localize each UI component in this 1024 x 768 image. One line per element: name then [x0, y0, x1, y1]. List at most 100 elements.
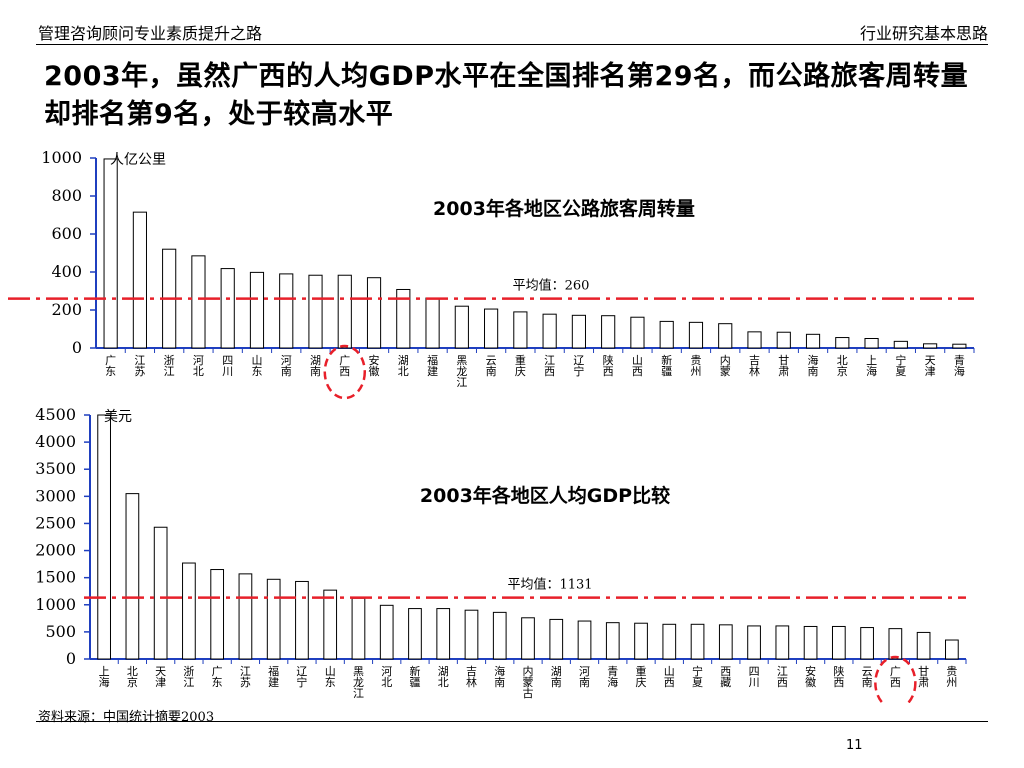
slide-title: 2003年，虽然广西的人均GDP水平在全国排名第29名，而公路旅客周转量却排名第…: [44, 61, 969, 130]
bar-青海: [952, 343, 967, 349]
x-tick-label: 河南: [579, 665, 590, 689]
x-tick-label: 青海: [607, 665, 618, 689]
x-tick-label: 山西: [664, 665, 675, 689]
x-tick-label: 黑龙江: [353, 665, 364, 700]
bar-宁夏: [690, 623, 705, 660]
x-tick-label: 吉林: [466, 665, 477, 689]
x-tick-label: 湖南: [310, 354, 321, 378]
x-tick-label: 黑龙江: [456, 354, 467, 389]
y-tick-label: 500: [45, 622, 76, 641]
y-tick-label: 400: [51, 262, 82, 281]
bar-河南: [279, 273, 294, 349]
bar-贵州: [945, 639, 959, 660]
x-tick-label: 山西: [632, 354, 643, 378]
bar-湖南: [308, 274, 323, 349]
bar-青海: [605, 622, 620, 660]
x-tick-label: 福建: [427, 353, 438, 378]
bar-甘肃: [916, 631, 931, 660]
bar-黑龙江: [454, 305, 469, 349]
y-tick-label: 4000: [35, 432, 76, 451]
bar-安徽: [803, 625, 818, 660]
x-tick-label: 四川: [749, 665, 760, 689]
y-tick-label: 1500: [35, 568, 76, 587]
bar-广西: [337, 274, 352, 349]
x-tick-label: 福建: [268, 664, 279, 689]
x-tick-label: 广东: [212, 665, 223, 689]
bar-海南: [805, 333, 821, 349]
x-tick-label: 浙江: [164, 354, 175, 378]
y-tick-label: 1000: [41, 148, 82, 167]
header-divider: [36, 44, 988, 45]
bar-黑龙江: [351, 597, 366, 660]
bar-山西: [630, 316, 645, 349]
bar-江西: [542, 313, 557, 349]
bar-江苏: [132, 211, 147, 349]
highway-passenger-turnover-chart: 0 200 400 600 800 1000 广东江苏浙江河北四川山东河南湖南广西安徽湖北福…: [8, 148, 975, 400]
unit-label: 美元: [104, 409, 132, 425]
y-tick-label: 1000: [35, 595, 76, 614]
y-tick-label: 2000: [35, 541, 76, 560]
x-tick-label: 上海: [866, 354, 877, 378]
page-number: 11: [846, 738, 863, 753]
x-tick-label: 甘肃: [918, 665, 929, 689]
x-tick-label: 吉林: [749, 354, 760, 378]
x-tick-label: 北京: [837, 354, 848, 378]
x-tick-label: 山东: [325, 665, 336, 689]
chart-title: 2003年各地区公路旅客周转量: [433, 197, 695, 220]
x-tick-label: 上海: [99, 665, 110, 689]
x-tick-label: 江西: [777, 665, 788, 689]
bar-陕西: [831, 625, 846, 660]
x-tick-label: 新疆: [661, 353, 672, 378]
bar-湖北: [436, 608, 451, 660]
x-tick-label: 安徽: [369, 353, 380, 378]
x-tick-label: 海南: [494, 664, 505, 689]
x-tick-label: 宁夏: [895, 353, 906, 378]
bar-山东: [323, 589, 338, 660]
x-tick-label: 江西: [544, 354, 555, 378]
x-tick-label: 河南: [281, 354, 292, 378]
x-tick-label: 湖南: [551, 665, 562, 689]
chart-title: 2003年各地区人均GDP比较: [420, 484, 670, 507]
bar-重庆: [634, 622, 648, 660]
bar-云南: [860, 627, 874, 660]
x-tick-label: 广东: [105, 354, 116, 378]
bar-北京: [125, 493, 140, 660]
bar-新疆: [659, 320, 674, 349]
bar-辽宁: [295, 580, 309, 660]
source-note: 资料来源：中国统计摘要2003: [38, 710, 215, 725]
x-tick-label: 内蒙: [720, 353, 731, 378]
bar-贵州: [688, 321, 704, 349]
x-tick-label: 浙江: [183, 665, 194, 689]
bar-新疆: [408, 608, 422, 660]
gdp-per-capita-chart: 0 500 1000 1500 2000 2500 3000 3500 4000 4500 上海北京…: [35, 405, 967, 703]
bar-四川: [747, 625, 761, 660]
x-tick-label: 海南: [808, 353, 819, 378]
x-tick-label: 河北: [381, 665, 392, 689]
x-tick-label: 重庆: [515, 353, 526, 378]
bar-北京: [835, 337, 850, 349]
bar-内蒙古: [521, 617, 535, 660]
x-tick-label: 江苏: [134, 354, 145, 378]
x-tick-label: 云南: [486, 354, 497, 378]
bar-浙江: [182, 562, 196, 660]
bar-河北: [191, 255, 206, 349]
bar-湖南: [549, 618, 564, 660]
x-tick-label: 辽宁: [296, 665, 307, 689]
x-tick-label: 河北: [193, 354, 204, 378]
bar-福建: [425, 297, 440, 349]
bar-吉林: [747, 331, 762, 349]
bar-内蒙: [718, 323, 733, 349]
bar-天津: [153, 526, 168, 660]
bar-甘肃: [776, 331, 791, 349]
bar-宁夏: [893, 340, 908, 349]
x-tick-label: 陕西: [833, 664, 844, 689]
x-tick-label: 陕西: [603, 353, 614, 378]
x-tick-label: 西藏: [720, 665, 731, 689]
bar-广西: [888, 628, 903, 660]
x-tick-label: 天津: [155, 665, 166, 689]
x-tick-label: 青海: [954, 354, 965, 378]
bar-天津: [923, 343, 938, 349]
x-tick-label: 广西: [890, 665, 901, 689]
x-tick-label: 贵州: [946, 665, 957, 689]
bar-广东: [210, 569, 225, 660]
